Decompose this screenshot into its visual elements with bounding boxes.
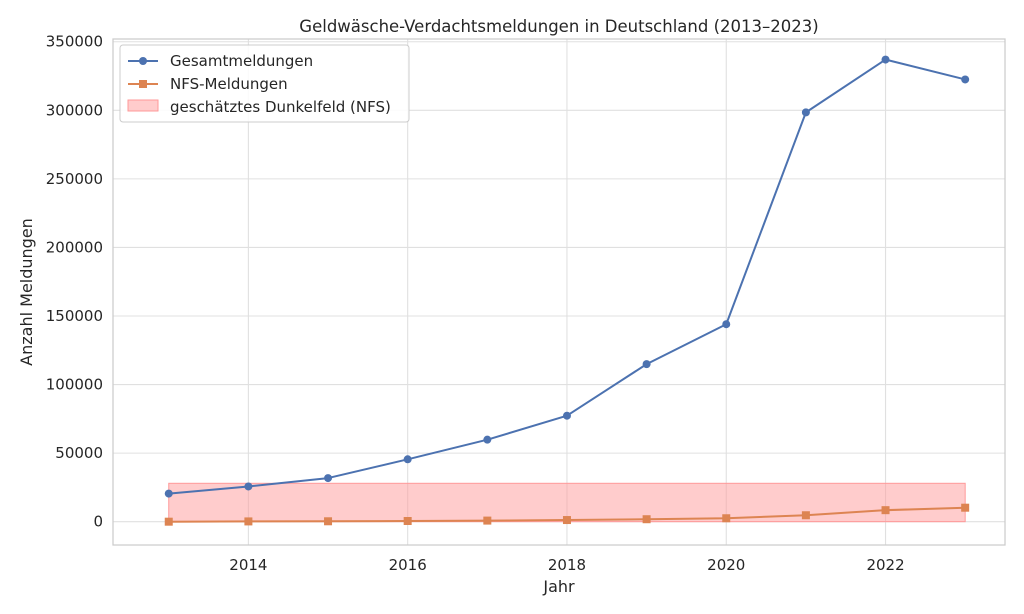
data-point <box>722 514 730 522</box>
y-axis-label: Anzahl Meldungen <box>17 218 36 366</box>
data-point <box>483 517 491 525</box>
data-point <box>483 436 491 444</box>
y-tick-label: 0 <box>93 513 103 531</box>
data-point <box>643 360 651 368</box>
dunkelfeld-band <box>169 483 965 521</box>
legend-marker-nfs <box>139 80 147 88</box>
x-axis-label: Jahr <box>542 577 575 596</box>
data-point <box>722 320 730 328</box>
x-tick-label: 2020 <box>707 556 745 574</box>
legend-label-band: geschätztes Dunkelfeld (NFS) <box>170 98 391 116</box>
data-point <box>563 412 571 420</box>
y-tick-label: 200000 <box>46 238 103 256</box>
y-tick-label: 50000 <box>55 444 103 462</box>
legend-label-nfs: NFS-Meldungen <box>170 75 288 93</box>
data-point <box>244 517 252 525</box>
data-point <box>882 56 890 64</box>
y-tick-label: 350000 <box>46 33 103 51</box>
data-point <box>244 482 252 490</box>
y-tick-label: 250000 <box>46 170 103 188</box>
chart: 0 50000 100000 150000 200000 250000 300000 3500… <box>0 0 1024 614</box>
data-point <box>404 455 412 463</box>
y-tick-label: 100000 <box>46 376 103 394</box>
x-tick-label: 2016 <box>389 556 427 574</box>
data-point <box>643 515 651 523</box>
y-tick-label: 300000 <box>46 101 103 119</box>
data-point <box>404 517 412 525</box>
data-point <box>802 108 810 116</box>
x-tick-label: 2022 <box>866 556 904 574</box>
band-layer <box>169 483 965 521</box>
legend-marker-gesamt <box>139 57 147 65</box>
data-point <box>324 474 332 482</box>
data-point <box>165 518 173 526</box>
data-point <box>961 504 969 512</box>
legend-swatch-band <box>128 100 158 111</box>
legend-label-gesamt: Gesamtmeldungen <box>170 52 313 70</box>
data-point <box>165 490 173 498</box>
data-point <box>961 75 969 83</box>
y-tick-label: 150000 <box>46 307 103 325</box>
legend: Gesamtmeldungen NFS-Meldungen geschätzte… <box>120 45 409 122</box>
chart-title: Geldwäsche-Verdachtsmeldungen in Deutsch… <box>299 17 818 36</box>
x-tick-label: 2014 <box>229 556 267 574</box>
data-point <box>324 517 332 525</box>
data-point <box>563 516 571 524</box>
data-point <box>802 511 810 519</box>
x-tick-label: 2018 <box>548 556 586 574</box>
data-point <box>882 506 890 514</box>
